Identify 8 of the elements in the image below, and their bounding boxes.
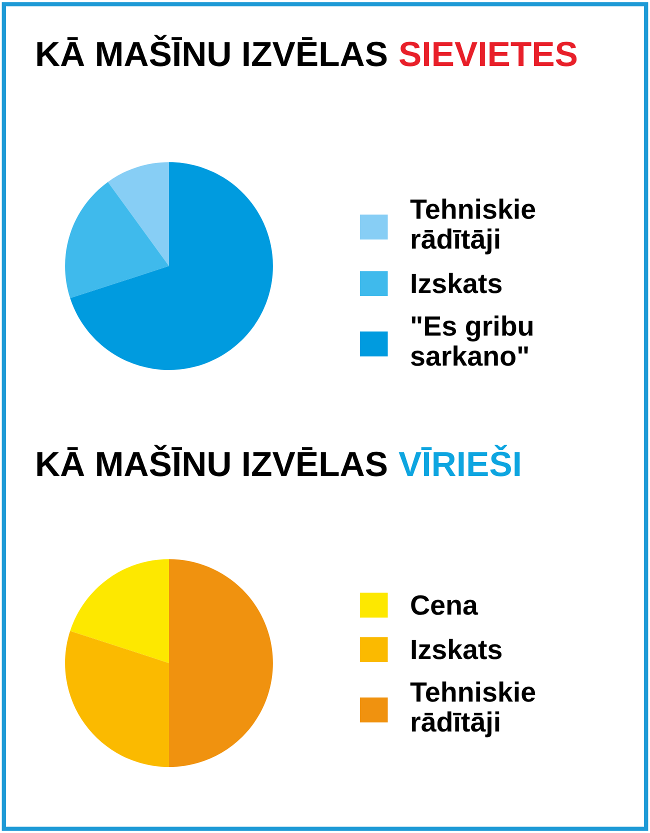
- chart-title: KĀ MAŠĪNU IZVĒLAS VĪRIEŠI: [37, 444, 520, 476]
- legend-label: Tehniskie rādītāji: [410, 681, 536, 738]
- legend-label: Tehniskie rādītāji: [410, 198, 536, 254]
- legend-label: Cena: [411, 595, 478, 615]
- legend-label: Izskats: [412, 638, 502, 660]
- chart-title: KĀ MAŠĪNU IZVĒLAS SIEVIETES: [37, 34, 577, 66]
- legend-label: Izskats: [412, 272, 502, 294]
- legend-label: "Es gribu sarkano": [410, 315, 532, 366]
